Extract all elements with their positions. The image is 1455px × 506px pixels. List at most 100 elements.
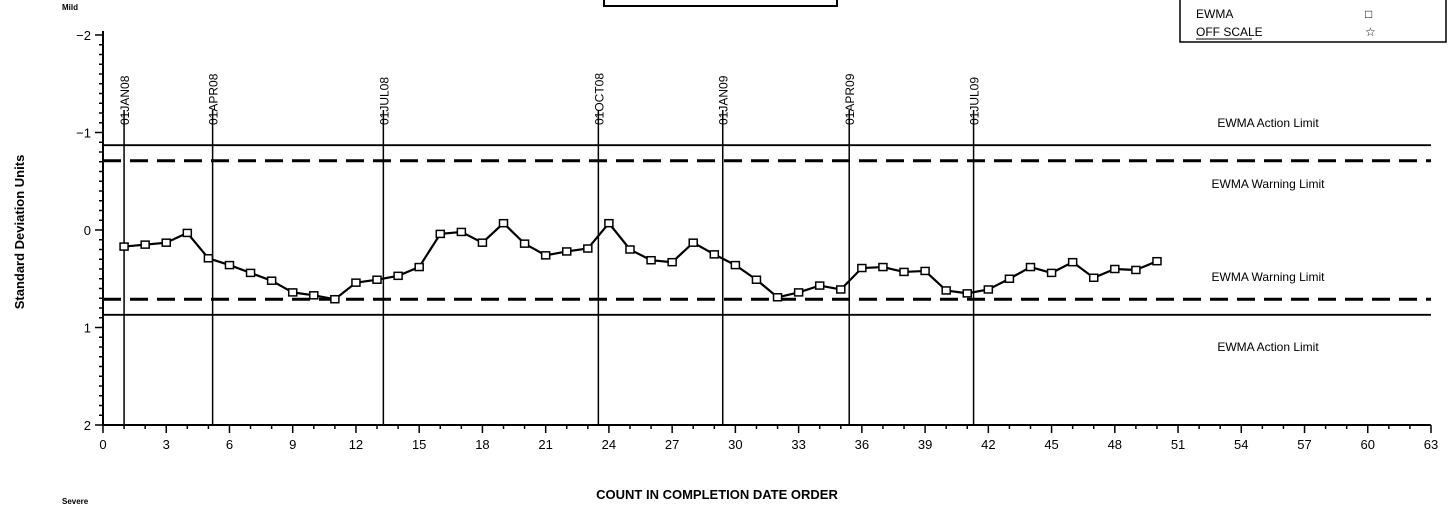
legend: EWMA □ OFF SCALE ☆ bbox=[1179, 0, 1447, 43]
x-tick-label: 42 bbox=[981, 437, 995, 452]
control-limits: EWMA Action Limit EWMA Warning Limit EWMA … bbox=[103, 116, 1431, 354]
limit-label: EWMA Warning Limit bbox=[1212, 270, 1326, 284]
ewma-point bbox=[604, 218, 614, 228]
ewma-point bbox=[709, 250, 720, 259]
ewma-point bbox=[1067, 257, 1078, 267]
ewma-line bbox=[123, 221, 1158, 301]
ewma-point bbox=[435, 229, 446, 239]
ewma-point bbox=[1110, 264, 1120, 274]
y-bottom-label: Severe bbox=[62, 497, 89, 506]
y-tick-label: −1 bbox=[76, 126, 91, 141]
ewma-point bbox=[1088, 273, 1099, 283]
ref-label: 01OCT08 bbox=[592, 73, 606, 125]
ewma-point bbox=[772, 293, 783, 302]
ewma-point bbox=[1152, 256, 1162, 266]
ewma-point bbox=[878, 262, 888, 272]
ewma-point bbox=[309, 291, 319, 300]
x-axis-title: COUNT IN COMPLETION DATE ORDER bbox=[596, 487, 838, 502]
legend-symbol-ewma: □ bbox=[1365, 7, 1372, 21]
x-tick-label: 18 bbox=[475, 437, 489, 452]
ewma-point bbox=[414, 262, 424, 272]
ewma-point bbox=[161, 238, 171, 247]
ewma-point bbox=[1131, 265, 1141, 275]
y-tick-label: −2 bbox=[76, 28, 91, 43]
ewma-point bbox=[561, 247, 572, 256]
ewma-point bbox=[224, 260, 235, 270]
x-tick-label: 3 bbox=[163, 437, 170, 452]
ewma-point bbox=[625, 245, 635, 254]
x-tick-label: 24 bbox=[602, 437, 616, 452]
ref-label: 01JUL08 bbox=[377, 77, 391, 125]
ewma-point bbox=[941, 286, 951, 295]
ref-label: 01APR09 bbox=[843, 73, 857, 125]
x-tick-label: 30 bbox=[728, 437, 742, 452]
ewma-point bbox=[793, 288, 804, 297]
x-tick-label: 33 bbox=[791, 437, 805, 452]
x-tick-label: 9 bbox=[289, 437, 296, 452]
y-tick-label: 1 bbox=[84, 321, 91, 336]
y-axis-title: Standard Deviation Units bbox=[12, 155, 27, 310]
x-tick-label: 60 bbox=[1361, 437, 1375, 452]
date-reference-lines: 01JAN08 01APR08 01JUL08 01OCT08 01JAN09 01APR… bbox=[118, 73, 982, 425]
x-tick-label: 15 bbox=[412, 437, 426, 452]
legend-symbol-off-scale: ☆ bbox=[1365, 25, 1376, 39]
x-tick-label: 6 bbox=[226, 437, 233, 452]
ewma-point bbox=[857, 263, 867, 273]
ewma-point bbox=[730, 260, 741, 270]
ewma-point bbox=[182, 228, 193, 238]
ewma-point bbox=[393, 271, 403, 281]
axes: 0 3 6 9 12 15 18 21 24 27 30 33 36 39 42 45 48 51 54 57 60 63… bbox=[76, 28, 1438, 452]
ewma-point bbox=[330, 294, 340, 304]
x-tick-label: 57 bbox=[1297, 437, 1311, 452]
ref-label: 01JAN09 bbox=[717, 75, 731, 125]
ewma-point bbox=[456, 227, 467, 237]
y-tick-label: 0 bbox=[84, 223, 91, 238]
top-center-box bbox=[603, 0, 838, 7]
ewma-point bbox=[477, 238, 488, 247]
ewma-point bbox=[1004, 274, 1015, 283]
x-tick-label: 0 bbox=[99, 437, 106, 452]
x-tick-label: 54 bbox=[1234, 437, 1248, 452]
ewma-point bbox=[1046, 268, 1057, 278]
x-tick-label: 63 bbox=[1424, 437, 1438, 452]
limit-label: EWMA Action Limit bbox=[1217, 116, 1319, 130]
ewma-point bbox=[688, 238, 698, 247]
ewma-point bbox=[519, 239, 530, 248]
ewma-point bbox=[351, 278, 361, 287]
x-tick-label: 36 bbox=[855, 437, 869, 452]
ref-label: 01JAN08 bbox=[118, 75, 132, 125]
ewma-point bbox=[814, 281, 825, 290]
ewma-point bbox=[203, 254, 214, 263]
ewma-point bbox=[899, 267, 909, 277]
limit-label: EWMA Action Limit bbox=[1217, 340, 1319, 354]
ewma-point bbox=[372, 275, 382, 284]
x-tick-label: 51 bbox=[1171, 437, 1185, 452]
legend-label-ewma: EWMA bbox=[1196, 7, 1233, 21]
ref-label: 01APR08 bbox=[207, 73, 221, 125]
ewma-point bbox=[646, 255, 656, 265]
ewma-point bbox=[498, 218, 509, 228]
ewma-series bbox=[119, 218, 1162, 304]
ewma-point bbox=[836, 285, 846, 294]
ewma-point bbox=[667, 257, 677, 267]
ewma-point bbox=[245, 268, 256, 278]
ewma-point bbox=[583, 244, 593, 253]
ewma-point bbox=[920, 266, 930, 276]
ewma-point bbox=[287, 288, 298, 297]
legend-label-off-scale: OFF SCALE bbox=[1196, 25, 1263, 39]
ewma-point bbox=[119, 242, 129, 251]
x-tick-label: 45 bbox=[1044, 437, 1058, 452]
ewma-point bbox=[140, 240, 150, 249]
x-tick-label: 48 bbox=[1108, 437, 1122, 452]
x-tick-label: 12 bbox=[349, 437, 363, 452]
ewma-point bbox=[751, 275, 762, 284]
x-tick-label: 21 bbox=[538, 437, 552, 452]
y-top-label: Mild bbox=[62, 3, 78, 12]
limit-label: EWMA Warning Limit bbox=[1212, 177, 1326, 191]
ewma-point bbox=[266, 276, 277, 285]
legend-box bbox=[1179, 0, 1447, 43]
ewma-point bbox=[1025, 262, 1036, 272]
ewma-point bbox=[983, 285, 994, 294]
ref-label: 01JUL09 bbox=[968, 77, 982, 125]
